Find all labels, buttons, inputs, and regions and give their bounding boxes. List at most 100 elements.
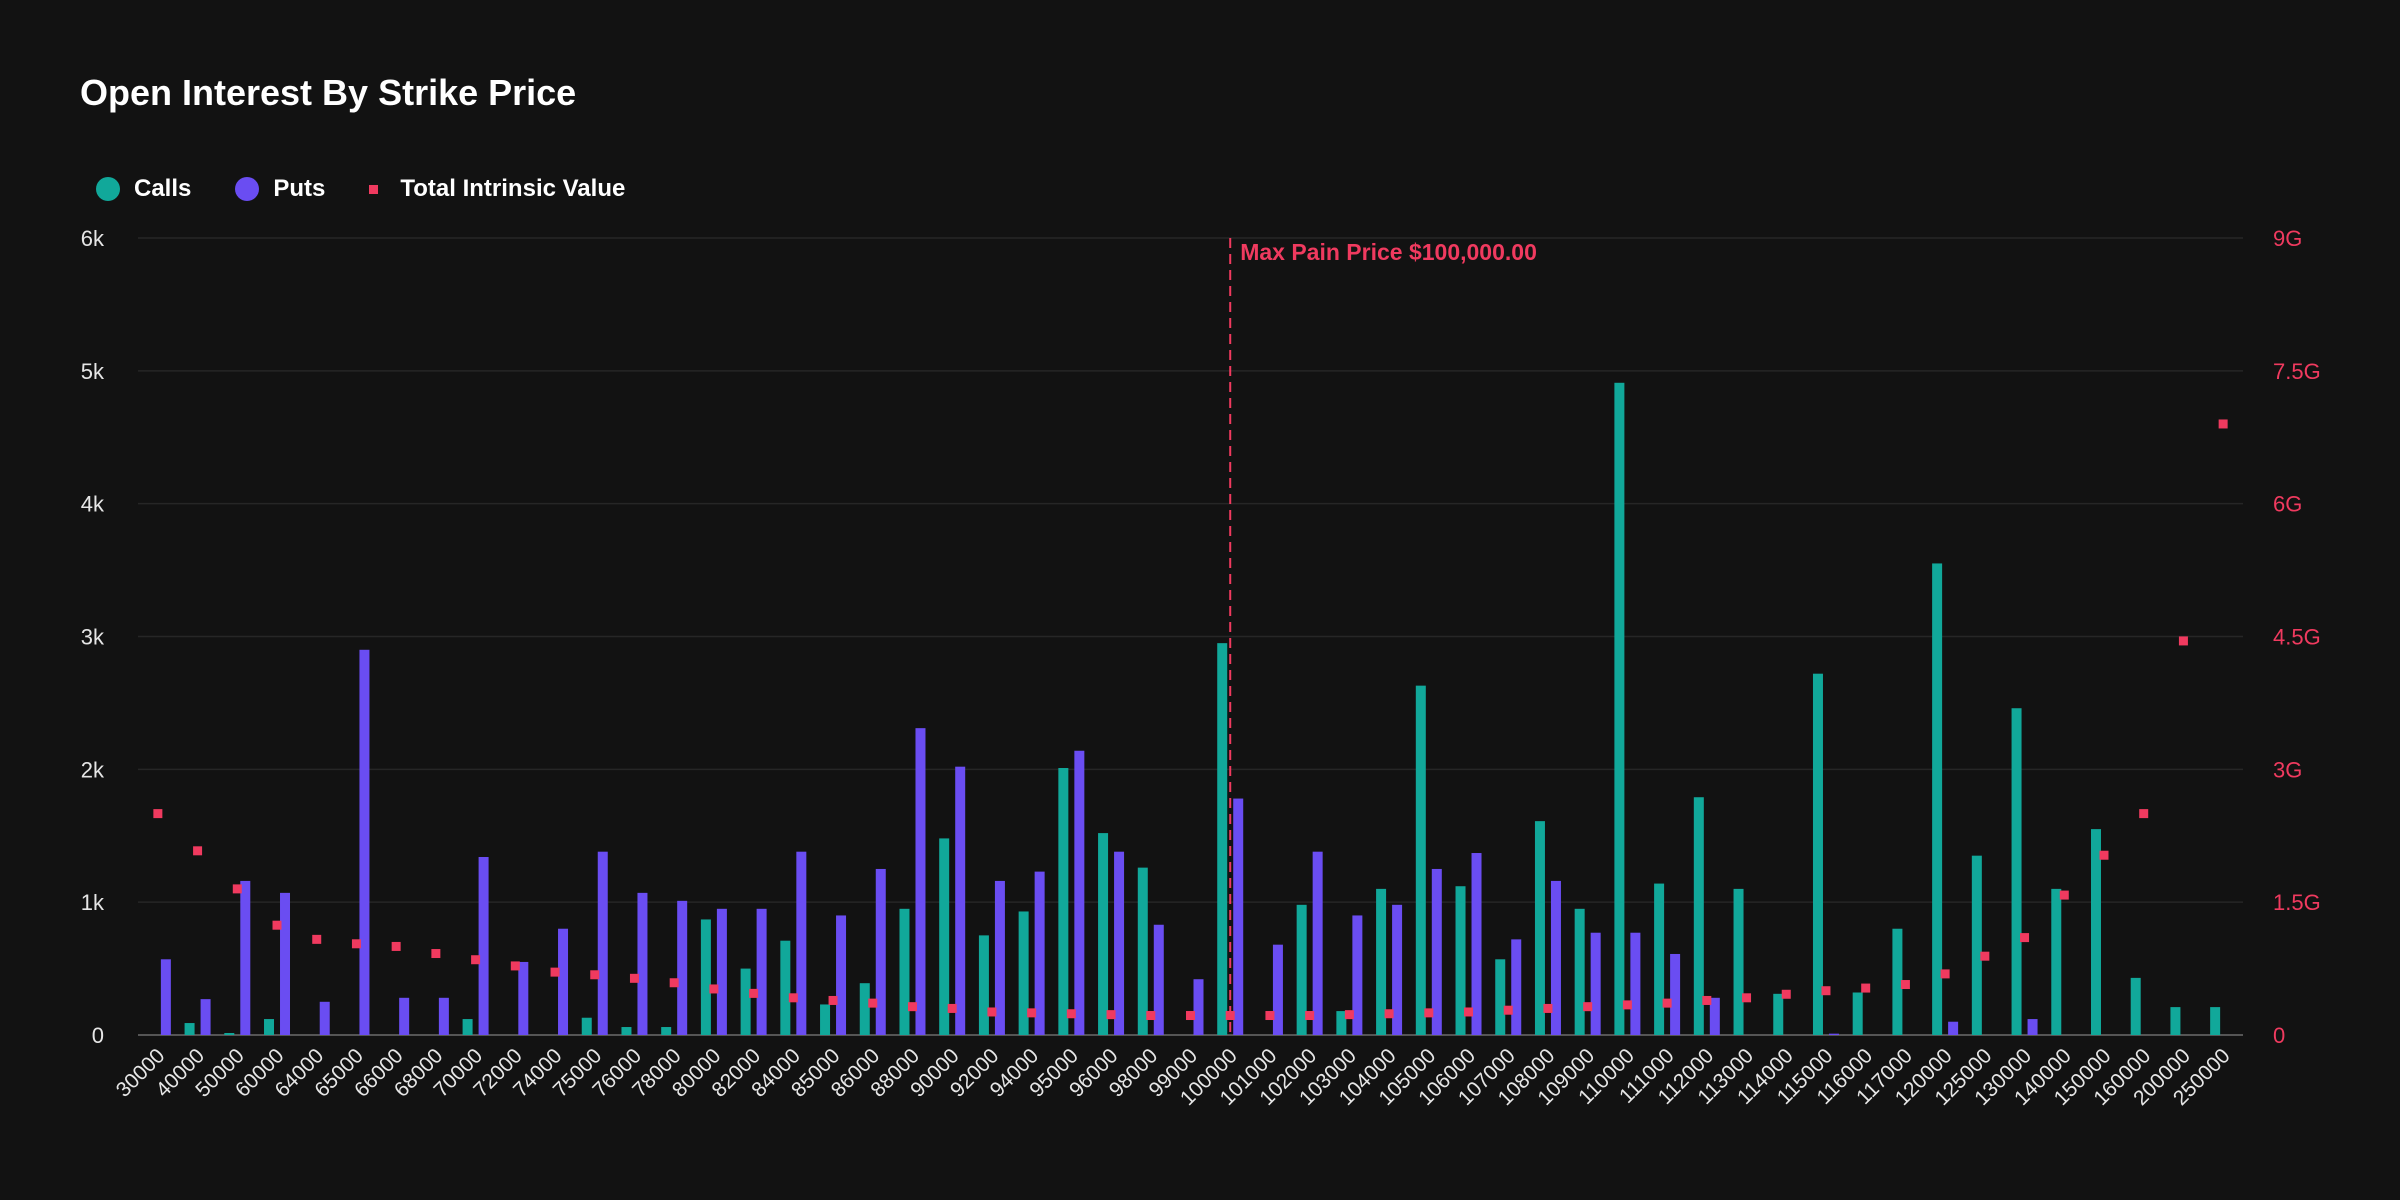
puts-bar — [160, 959, 171, 1035]
tiv-point — [153, 809, 163, 819]
tiv-point — [828, 995, 838, 1005]
tiv-point — [788, 993, 798, 1003]
legend-label-tiv: Total Intrinsic Value — [400, 175, 626, 202]
calls-bar — [1296, 904, 1307, 1035]
puts-bar — [1431, 868, 1442, 1035]
calls-bar — [1852, 992, 1863, 1035]
calls-bar — [740, 968, 751, 1035]
tiv-point — [1027, 1008, 1037, 1018]
puts-bar — [756, 908, 767, 1035]
calls-bar — [1773, 993, 1784, 1035]
tiv-point — [2218, 419, 2228, 429]
tiv-point — [1146, 1011, 1156, 1021]
puts-bar — [1948, 1021, 1959, 1035]
puts-bar — [597, 851, 608, 1035]
calls-bar — [1137, 867, 1148, 1035]
calls-bar — [2011, 708, 2022, 1035]
calls-bar — [264, 1019, 275, 1035]
tiv-point — [312, 934, 322, 944]
legend-item-calls[interactable]: Calls — [96, 175, 191, 203]
puts-bar — [200, 999, 211, 1035]
calls-bar — [1574, 908, 1585, 1035]
puts-bar — [558, 928, 569, 1035]
puts-bar — [1828, 1033, 1839, 1035]
calls-bar — [621, 1027, 632, 1035]
calls-bar — [1098, 833, 1109, 1035]
puts-bar — [1511, 939, 1522, 1035]
legend-item-puts[interactable]: Puts — [235, 175, 325, 203]
tiv-point — [907, 1002, 917, 1012]
tiv-point — [1781, 989, 1791, 999]
calls-swatch-icon — [96, 177, 120, 201]
calls-bar — [859, 983, 870, 1035]
tiv-point — [1940, 969, 1950, 979]
tiv-point — [2059, 890, 2069, 900]
calls-bar — [820, 1004, 831, 1035]
legend-item-total-intrinsic-value[interactable]: Total Intrinsic Value — [369, 175, 625, 203]
tiv-point — [1464, 1007, 1474, 1017]
puts-bar — [1193, 979, 1204, 1035]
tiv-point — [232, 884, 242, 894]
puts-bar — [1670, 953, 1681, 1035]
puts-bar — [399, 997, 410, 1035]
y-left-tick-label: 4k — [81, 492, 105, 517]
puts-bar — [637, 892, 648, 1035]
tiv-swatch-icon — [369, 184, 379, 194]
y-left-tick-label: 6k — [81, 226, 105, 251]
y-left-tick-label: 3k — [81, 625, 105, 650]
puts-bar — [915, 728, 926, 1035]
legend: Calls Puts Total Intrinsic Value — [96, 175, 625, 203]
calls-bar — [1534, 821, 1545, 1035]
tiv-point — [1503, 1005, 1513, 1015]
calls-bar — [581, 1017, 592, 1035]
calls-bar — [939, 838, 950, 1035]
tiv-point — [1861, 983, 1871, 993]
puts-bar — [1352, 915, 1363, 1035]
calls-bar — [780, 940, 791, 1035]
tiv-point — [1384, 1009, 1394, 1019]
puts-bar — [1590, 932, 1601, 1035]
tiv-point — [1424, 1008, 1434, 1018]
tiv-point — [868, 998, 878, 1008]
calls-bar — [184, 1023, 195, 1035]
tiv-point — [272, 920, 282, 930]
puts-bar — [1233, 798, 1244, 1035]
puts-bar — [875, 868, 886, 1035]
tiv-point — [550, 967, 560, 977]
y-left-tick-label: 1k — [81, 890, 105, 915]
puts-bar — [796, 851, 807, 1035]
calls-bar — [1495, 959, 1506, 1035]
calls-bar — [1614, 382, 1625, 1035]
tiv-point — [431, 949, 441, 959]
puts-bar — [438, 997, 449, 1035]
y-right-tick-label: 4.5G — [2273, 625, 2321, 650]
y-left-tick-label: 2k — [81, 757, 105, 782]
tiv-point — [1106, 1010, 1116, 1020]
puts-bar — [359, 649, 370, 1035]
calls-bar — [1217, 643, 1228, 1035]
calls-bar — [2051, 888, 2062, 1035]
tiv-point — [1622, 1000, 1632, 1010]
tiv-point — [1344, 1010, 1354, 1020]
calls-bar — [1376, 888, 1387, 1035]
tiv-point — [2099, 850, 2109, 860]
tiv-point — [1821, 986, 1831, 996]
y-right-tick-label: 7.5G — [2273, 359, 2321, 384]
y-right-tick-label: 3G — [2273, 757, 2302, 782]
puts-bar — [319, 1001, 330, 1035]
puts-bar — [994, 880, 1005, 1035]
y-left-tick-label: 0 — [92, 1023, 104, 1048]
puts-swatch-icon — [235, 177, 260, 201]
puts-bar — [240, 880, 251, 1035]
calls-bar — [462, 1019, 473, 1035]
calls-bar — [1693, 797, 1704, 1035]
calls-bar — [1892, 928, 1903, 1035]
y-right-tick-label: 0 — [2273, 1023, 2285, 1048]
puts-bar — [1392, 904, 1403, 1035]
calls-bar — [1336, 1011, 1347, 1035]
puts-bar — [1034, 871, 1045, 1035]
tiv-point — [1702, 995, 1712, 1005]
y-right-tick-label: 9G — [2273, 226, 2302, 251]
tiv-point — [510, 961, 520, 971]
